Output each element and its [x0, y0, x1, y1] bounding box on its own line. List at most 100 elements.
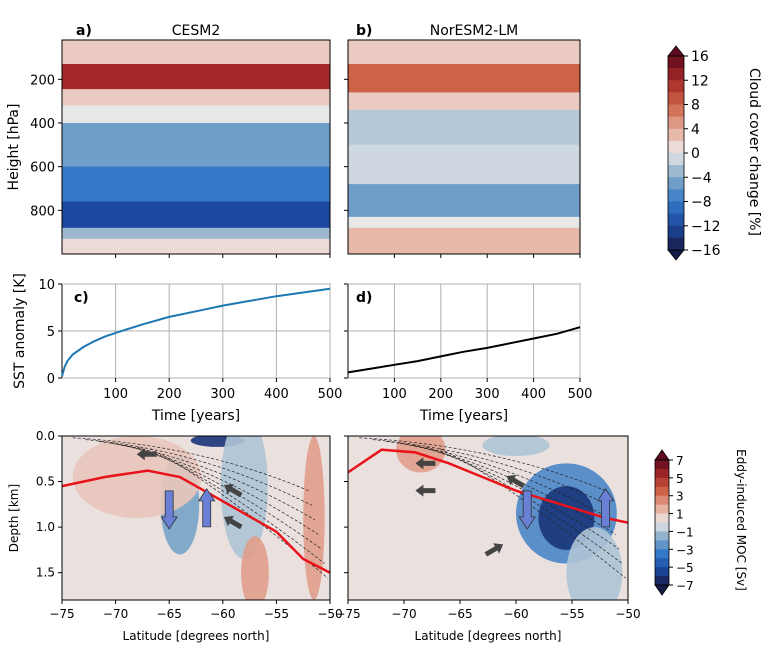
moc-arrow-0 [518, 490, 536, 530]
band-1 [348, 64, 580, 93]
moc-arrow-1 [596, 488, 615, 528]
xtick-label-4: −55 [559, 607, 584, 621]
arrow-shape [223, 483, 243, 498]
band-3 [62, 105, 330, 124]
panel-f-frame [347, 435, 629, 601]
colorbar-seg-7 [655, 522, 669, 532]
zero-contour [348, 448, 628, 524]
ytick-label-1: 400 [30, 117, 55, 132]
panel-c-series-line [61, 287, 331, 377]
xtick-label-5: −50 [615, 607, 640, 621]
colorbar-seg-12 [655, 567, 669, 577]
colorbar-seg-3 [668, 92, 684, 105]
colorbar-seg-8 [668, 153, 684, 166]
colorbar-tick-label-3: 1 [676, 508, 684, 522]
ytick-label-1: 0.5 [36, 475, 55, 489]
panel-e-moc-cesm2: Depth [km] Latitude [degrees north] −75 −… [7, 429, 343, 643]
transport-arrow-1 [415, 484, 436, 497]
panel-d-label: d) [356, 290, 372, 306]
xtick-label-2: 300 [210, 387, 235, 402]
panel-c-sst-cesm2: c) SST anomaly [K] Time [years] 100 200 30… [12, 273, 342, 424]
colorbar-tick-label-6: −5 [676, 561, 694, 575]
panel-f-xlabel: Latitude [degrees north] [415, 629, 562, 643]
colorbar-tick-label-2: 3 [676, 490, 684, 504]
arrow-shape [415, 484, 436, 497]
transport-arrow-1 [223, 483, 243, 498]
panel-a-ylabel: Height [hPa] [6, 104, 22, 191]
arrow-shape [415, 457, 436, 470]
streamline-0 [72, 437, 309, 491]
colorbar-seg-10 [668, 177, 684, 190]
arrow-shape [197, 488, 216, 528]
xtick-label-2: −65 [157, 607, 182, 621]
colorbar-moc: 7 5 3 1 −1 −3 −5 −7 Eddy-induced MOC [Sv] [654, 449, 748, 596]
panel-e-xlabel: Latitude [degrees north] [123, 629, 270, 643]
panel-b-title: NorESM2-LM [430, 23, 518, 39]
colorbar-seg-5 [668, 116, 684, 130]
xtick-label-4: −55 [264, 607, 289, 621]
xtick-label-2: −65 [447, 607, 472, 621]
colorbar-seg-0 [668, 56, 684, 69]
xtick-label-1: 200 [157, 387, 182, 402]
colorbar-seg-0 [655, 460, 669, 470]
band-5 [348, 184, 580, 218]
panel-e-frame [61, 435, 331, 601]
colorbar-seg-2 [668, 80, 684, 93]
xtick-label-0: −75 [335, 607, 360, 621]
colorbar-seg-13 [655, 576, 669, 586]
ytick-label-3: 1.5 [36, 566, 55, 580]
colorbar-extend-top [667, 45, 685, 57]
colorbar-tick-label-4: 0 [691, 146, 700, 162]
xtick-label-5: −50 [317, 607, 342, 621]
colorbar-seg-13 [668, 213, 684, 227]
ytick-label-2: 600 [30, 161, 55, 176]
transport-arrow-0 [415, 457, 436, 470]
arrow-shape [136, 448, 157, 461]
colorbar-seg-12 [668, 201, 684, 215]
panel-b-label: b) [356, 23, 372, 39]
colorbar-tick-label-3: 4 [691, 122, 700, 138]
streamline-0 [359, 437, 606, 491]
colorbar-seg-11 [655, 558, 669, 568]
colorbar-tick-label-1: 12 [691, 73, 709, 89]
ytick-label-3: 800 [30, 204, 55, 219]
colorbar-tick-label-8: −16 [691, 243, 721, 259]
moc-blob-3 [241, 536, 269, 600]
panel-c-label: c) [74, 290, 89, 306]
colorbar-seg-11 [668, 189, 684, 202]
band-8 [62, 238, 330, 254]
band-5 [62, 166, 330, 203]
xtick-label-1: −70 [103, 607, 128, 621]
xtick-label-3: −60 [503, 607, 528, 621]
panel-d-sst-noresm: d) Time [years] 100 200 300 400 500 [344, 283, 592, 424]
colorbar-seg-7 [668, 140, 684, 154]
ytick-label-0: 0.0 [36, 429, 55, 443]
colorbar-seg-15 [668, 237, 684, 251]
colorbar-seg-8 [655, 531, 669, 541]
colorbar-seg-6 [655, 513, 669, 523]
xtick-label-1: 200 [428, 387, 453, 402]
panel-f-moc-noresm: Latitude [degrees north] −75 −70 −65 −60 −55… [335, 435, 641, 643]
colorbar-seg-9 [655, 540, 669, 550]
colorbar-seg-1 [655, 468, 669, 479]
band-6 [348, 216, 580, 229]
colorbar-seg-2 [655, 477, 669, 488]
panel-b-cloud-noresm: b) NorESM2-LM [344, 23, 581, 258]
colorbar-seg-4 [655, 495, 669, 506]
colorbar-cloud-label: Cloud cover change [%] [746, 68, 762, 236]
band-2 [62, 89, 330, 107]
panel-a-title: CESM2 [172, 23, 221, 39]
moc-arrow-0 [160, 490, 178, 530]
band-0 [348, 40, 580, 65]
band-0 [62, 40, 330, 65]
xtick-label-4: 500 [318, 387, 343, 402]
colorbar-seg-3 [655, 486, 669, 497]
colorbar-seg-4 [668, 104, 684, 118]
band-2 [348, 92, 580, 111]
moc-blob-3 [482, 436, 550, 457]
colorbar-extend-top [654, 449, 670, 461]
ytick-label-1: 5 [47, 325, 55, 340]
panel-c-xlabel: Time [years] [151, 408, 240, 424]
band-3 [348, 109, 580, 146]
transport-arrow-2 [223, 515, 243, 530]
